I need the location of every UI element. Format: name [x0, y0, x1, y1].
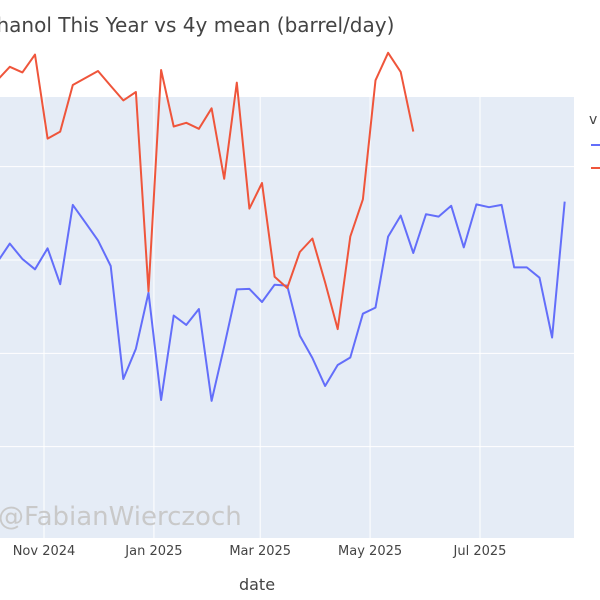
x-tick-label: Jul 2025	[453, 544, 507, 559]
watermark: @FabianWierczoch	[0, 502, 242, 532]
gridlines	[0, 72, 574, 538]
x-tick-label: Nov 2024	[13, 544, 76, 559]
x-axis-ticks: Nov 2024 Jan 2025 Mar 2025 May 2025 Jul 2025	[13, 544, 507, 559]
legend-title: v	[589, 112, 597, 128]
series-lines	[0, 51, 566, 402]
x-axis-title: date	[239, 575, 275, 594]
series-line-1	[0, 201, 566, 402]
x-tick-label: Jan 2025	[124, 544, 182, 559]
series-line-2	[0, 51, 415, 331]
x-tick-label: May 2025	[338, 544, 402, 559]
legend: v	[589, 112, 600, 169]
plot-area	[0, 97, 574, 538]
chart-title: Ethanol This Year vs 4y mean (barrel/day…	[0, 13, 394, 37]
x-tick-label: Mar 2025	[229, 544, 291, 559]
